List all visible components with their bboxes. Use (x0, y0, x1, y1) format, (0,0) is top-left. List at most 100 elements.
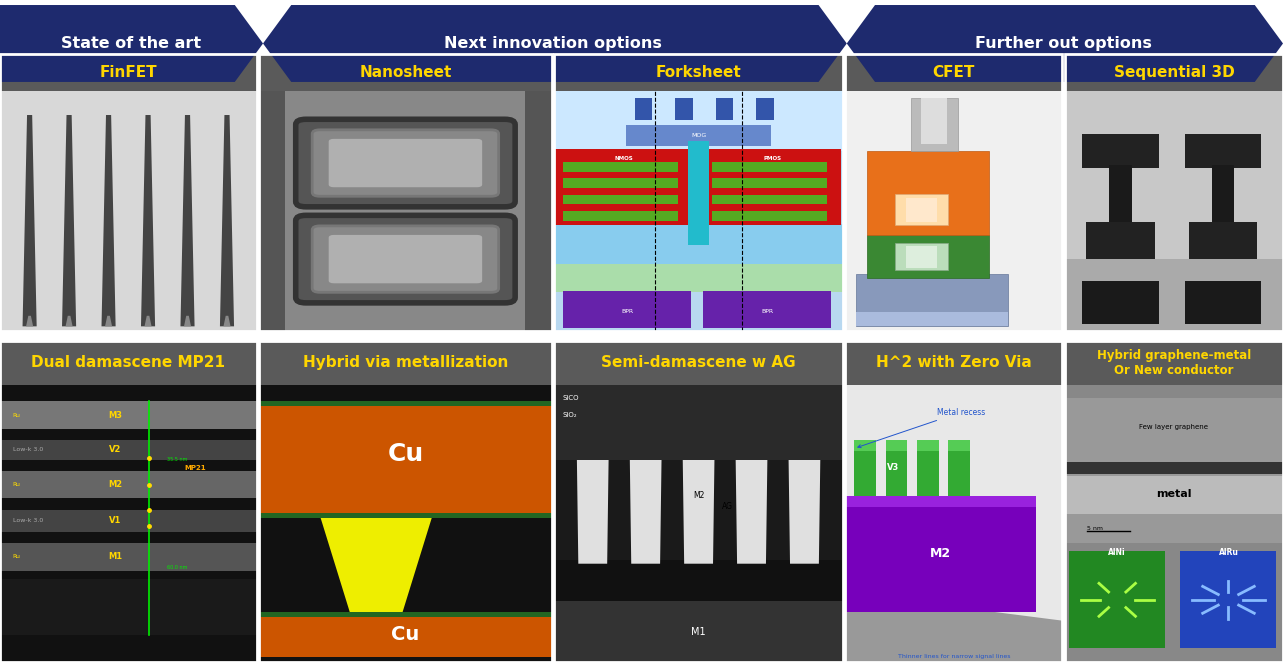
FancyBboxPatch shape (259, 401, 552, 406)
FancyBboxPatch shape (896, 194, 948, 225)
FancyBboxPatch shape (0, 401, 257, 429)
Text: NMOS: NMOS (615, 156, 633, 161)
FancyBboxPatch shape (0, 543, 257, 571)
Text: Thinner lines for narrow signal lines: Thinner lines for narrow signal lines (898, 654, 1010, 659)
Text: FinFET: FinFET (100, 65, 157, 80)
FancyBboxPatch shape (554, 264, 843, 292)
FancyBboxPatch shape (1188, 222, 1257, 259)
FancyBboxPatch shape (1087, 222, 1155, 259)
Text: 35.5 nm: 35.5 nm (167, 457, 187, 462)
FancyBboxPatch shape (845, 341, 1062, 385)
Polygon shape (65, 316, 73, 326)
FancyBboxPatch shape (0, 54, 257, 331)
Polygon shape (181, 115, 195, 326)
FancyBboxPatch shape (259, 54, 552, 91)
FancyBboxPatch shape (554, 224, 843, 264)
Text: MOG: MOG (692, 133, 706, 138)
Text: M2: M2 (930, 547, 952, 561)
FancyBboxPatch shape (1065, 462, 1283, 474)
FancyBboxPatch shape (259, 91, 552, 331)
FancyBboxPatch shape (917, 440, 939, 451)
FancyBboxPatch shape (554, 91, 843, 331)
Text: AG: AG (722, 502, 733, 511)
Text: M2: M2 (108, 480, 123, 489)
FancyBboxPatch shape (1065, 54, 1283, 331)
FancyBboxPatch shape (259, 612, 552, 657)
FancyBboxPatch shape (563, 162, 679, 172)
FancyBboxPatch shape (917, 440, 939, 496)
FancyBboxPatch shape (845, 496, 1037, 507)
FancyBboxPatch shape (716, 98, 734, 120)
Text: V1: V1 (109, 516, 122, 525)
FancyBboxPatch shape (563, 179, 679, 188)
FancyBboxPatch shape (845, 385, 1062, 662)
FancyBboxPatch shape (554, 559, 843, 601)
Text: V3: V3 (887, 464, 899, 472)
FancyBboxPatch shape (1065, 341, 1283, 385)
FancyBboxPatch shape (0, 54, 257, 91)
FancyBboxPatch shape (1065, 399, 1283, 543)
FancyBboxPatch shape (689, 141, 708, 245)
Text: BPR: BPR (761, 310, 774, 314)
FancyBboxPatch shape (845, 54, 1062, 331)
Polygon shape (105, 316, 112, 326)
FancyBboxPatch shape (906, 246, 937, 268)
FancyBboxPatch shape (259, 341, 552, 662)
FancyBboxPatch shape (0, 579, 257, 634)
Polygon shape (141, 115, 155, 326)
Text: AlNi: AlNi (1109, 548, 1126, 557)
Polygon shape (683, 458, 715, 564)
FancyBboxPatch shape (1109, 165, 1132, 223)
FancyBboxPatch shape (0, 440, 257, 460)
FancyBboxPatch shape (845, 54, 1062, 91)
Polygon shape (735, 458, 767, 564)
FancyBboxPatch shape (921, 98, 947, 144)
Polygon shape (321, 518, 432, 612)
FancyBboxPatch shape (328, 139, 482, 187)
FancyBboxPatch shape (328, 235, 482, 283)
FancyBboxPatch shape (563, 195, 679, 204)
FancyBboxPatch shape (554, 149, 693, 225)
FancyBboxPatch shape (259, 385, 552, 662)
FancyBboxPatch shape (626, 124, 771, 147)
Text: V2: V2 (109, 446, 122, 454)
FancyBboxPatch shape (703, 290, 831, 328)
Text: Ru: Ru (13, 482, 21, 487)
FancyBboxPatch shape (1211, 165, 1234, 223)
Text: Ru: Ru (13, 413, 21, 417)
FancyBboxPatch shape (845, 91, 1062, 331)
FancyBboxPatch shape (856, 274, 1008, 326)
Text: 60.0 nm: 60.0 nm (167, 565, 187, 571)
FancyBboxPatch shape (259, 91, 286, 331)
Text: M1: M1 (692, 627, 706, 637)
Text: Semi-damascene w AG: Semi-damascene w AG (602, 355, 795, 371)
Text: Low-k 3.0: Low-k 3.0 (13, 448, 44, 452)
FancyBboxPatch shape (312, 130, 499, 196)
Text: BPR: BPR (621, 310, 633, 314)
Text: M3: M3 (109, 411, 122, 419)
FancyBboxPatch shape (259, 612, 552, 617)
Polygon shape (223, 316, 231, 326)
Text: Metal recess: Metal recess (858, 408, 985, 448)
FancyBboxPatch shape (0, 385, 257, 662)
FancyBboxPatch shape (0, 471, 257, 498)
Polygon shape (847, 5, 1283, 82)
FancyBboxPatch shape (554, 91, 843, 151)
FancyBboxPatch shape (0, 341, 257, 385)
FancyBboxPatch shape (554, 54, 843, 91)
Text: Hybrid graphene-metal
Or New conductor: Hybrid graphene-metal Or New conductor (1097, 349, 1251, 377)
FancyBboxPatch shape (1185, 281, 1261, 324)
FancyBboxPatch shape (845, 496, 1037, 612)
FancyBboxPatch shape (563, 290, 692, 328)
FancyBboxPatch shape (675, 98, 693, 120)
FancyBboxPatch shape (896, 244, 948, 270)
FancyBboxPatch shape (1065, 476, 1283, 514)
FancyBboxPatch shape (948, 440, 970, 496)
FancyBboxPatch shape (757, 98, 774, 120)
FancyBboxPatch shape (845, 341, 1062, 662)
Polygon shape (101, 115, 115, 326)
FancyBboxPatch shape (525, 91, 552, 331)
Text: 5 nm: 5 nm (1087, 526, 1102, 531)
Polygon shape (145, 316, 151, 326)
FancyBboxPatch shape (554, 341, 843, 662)
